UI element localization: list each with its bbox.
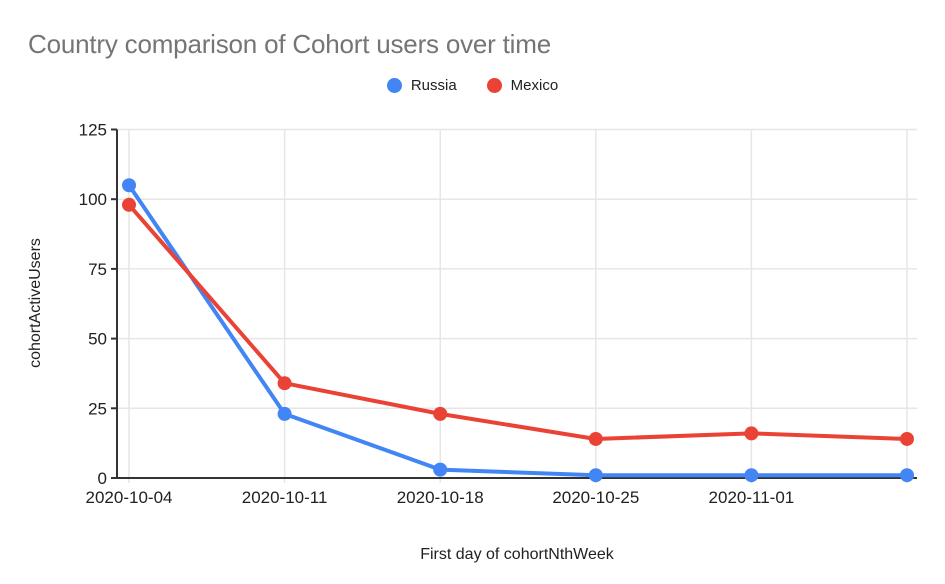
data-point-mexico-4 <box>744 426 759 441</box>
legend-swatch-mexico <box>486 78 502 93</box>
y-tick-label: 100 <box>79 190 107 209</box>
data-point-mexico-3 <box>588 431 603 446</box>
legend-label-russia: Russia <box>410 77 457 94</box>
data-point-russia-5 <box>900 468 914 483</box>
x-tick-label: 2020-11-01 <box>709 488 795 507</box>
legend-item-russia: Russia <box>386 77 457 94</box>
data-point-mexico-0 <box>122 197 136 212</box>
chart-legend: Russia Mexico <box>0 77 945 94</box>
series-line-mexico <box>127 202 909 441</box>
series-line-russia <box>127 183 909 478</box>
x-axis-title: First day of cohortNthWeek <box>420 546 614 563</box>
x-tick-label: 2020-10-18 <box>397 488 484 507</box>
data-point-mexico-5 <box>900 431 914 446</box>
y-tick-label: 0 <box>98 469 107 488</box>
y-tick-label: 25 <box>88 399 107 418</box>
legend-swatch-russia <box>386 78 402 93</box>
data-point-russia-1 <box>277 406 292 421</box>
data-point-russia-2 <box>433 462 448 477</box>
legend-item-mexico: Mexico <box>486 77 559 94</box>
legend-label-mexico: Mexico <box>510 77 559 94</box>
data-point-mexico-2 <box>433 406 448 421</box>
y-axis-title: cohortActiveUsers <box>27 238 44 368</box>
x-tick-label: 2020-10-11 <box>242 488 328 507</box>
y-tick-label: 50 <box>88 330 107 349</box>
y-tick-label: 75 <box>88 260 107 279</box>
data-point-mexico-1 <box>277 376 292 391</box>
data-point-russia-4 <box>744 468 759 483</box>
x-tick-label: 2020-10-25 <box>552 488 639 507</box>
chart-title: Country comparison of Cohort users over … <box>28 29 551 59</box>
data-point-russia-3 <box>588 468 603 483</box>
x-tick-label: 2020-10-04 <box>86 488 173 507</box>
data-point-russia-0 <box>122 178 136 193</box>
y-tick-label: 125 <box>79 121 107 140</box>
